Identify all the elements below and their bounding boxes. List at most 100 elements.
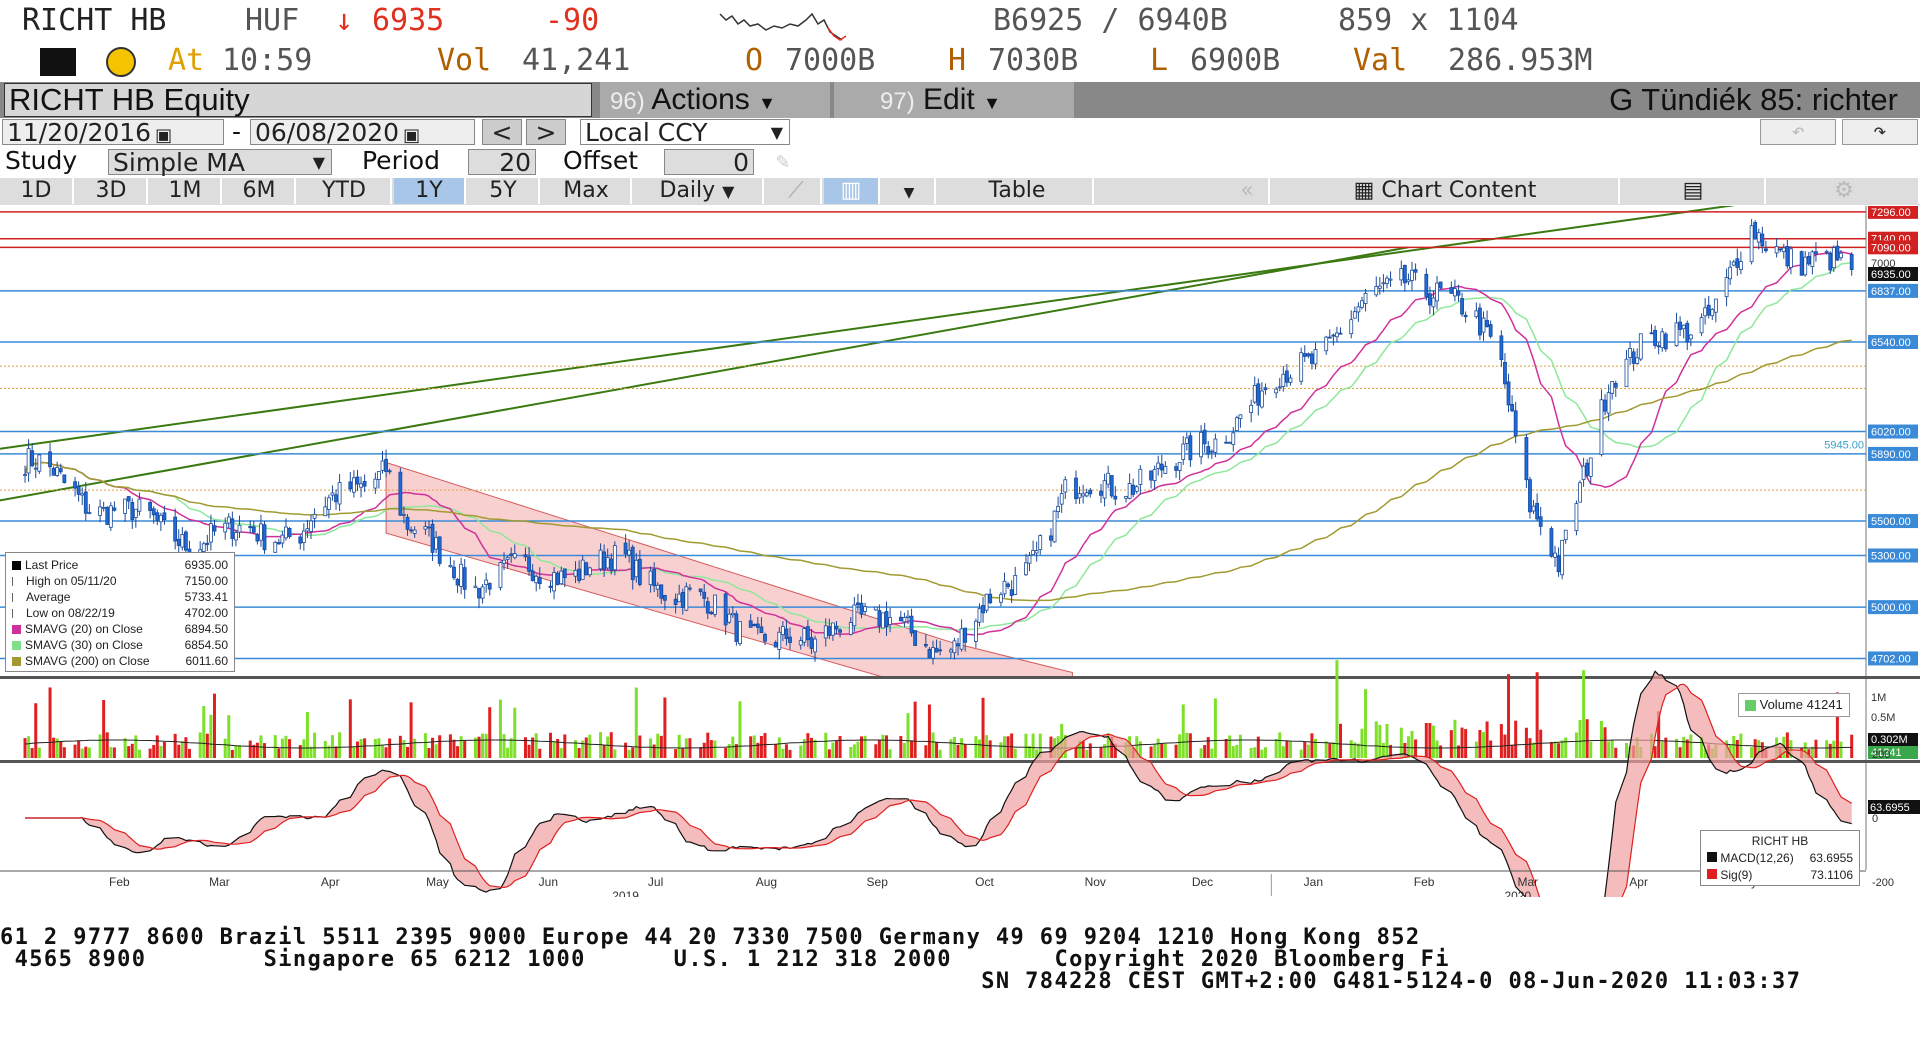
volume-bar: [552, 741, 556, 758]
bar-chart-icon[interactable]: ▥: [824, 178, 880, 204]
candle-body: [1149, 470, 1153, 481]
candle-body: [1731, 261, 1736, 266]
menu-bar: RICHT HB Equity 96) Actions ▼ 97) Edit ▼…: [0, 82, 1920, 118]
volume-bar: [1657, 711, 1661, 758]
volume-bar: [1031, 733, 1035, 758]
volume-bar: [234, 745, 238, 758]
volume-bar: [935, 742, 939, 758]
range-button-1y[interactable]: 1Y: [394, 178, 466, 204]
candle-body: [380, 460, 385, 471]
range-button-1m[interactable]: 1M: [150, 178, 222, 204]
ticker-symbol[interactable]: RICHT HB: [22, 3, 167, 38]
volume-bar: [659, 735, 663, 758]
chart-content-button[interactable]: ▦ Chart Content: [1272, 178, 1620, 204]
end-date-field[interactable]: 06/08/2020 ▣: [250, 119, 475, 146]
offset-input[interactable]: 0: [664, 149, 754, 176]
candle-body: [1381, 282, 1386, 285]
edit-menu[interactable]: 97) Edit ▼: [834, 82, 1074, 118]
start-date-field[interactable]: 11/20/2016 ▣: [2, 119, 224, 146]
candle-body: [330, 492, 335, 496]
range-button-5y[interactable]: 5Y: [468, 178, 540, 204]
candle-body: [934, 647, 939, 653]
date-dash: -: [232, 117, 242, 146]
calendar-icon[interactable]: ▣: [403, 125, 421, 146]
candle-body: [856, 602, 860, 606]
candle-body: [559, 570, 564, 585]
candle-body: [609, 558, 614, 571]
calendar-icon[interactable]: ▣: [155, 125, 173, 146]
undo-icon[interactable]: ↶: [1760, 119, 1836, 145]
x-axis-month-label: Dec: [1192, 875, 1213, 889]
range-button-6m[interactable]: 6M: [224, 178, 296, 204]
candle-body: [148, 501, 153, 511]
candle-body: [473, 585, 478, 588]
candle-body: [309, 520, 313, 532]
next-period-button[interactable]: >: [526, 119, 566, 146]
x-axis-month-label: Oct: [975, 875, 994, 889]
range-button-ytd[interactable]: YTD: [298, 178, 392, 204]
volume-bar: [409, 702, 413, 758]
annotation-icon[interactable]: ▤: [1622, 178, 1766, 204]
candle-body: [487, 583, 492, 590]
volume-bar: [1814, 739, 1818, 758]
frequency-select[interactable]: Daily ▼: [632, 178, 764, 204]
candle-body: [1163, 466, 1168, 474]
price-chart[interactable]: 7296.007140.007090.0070006935.006837.006…: [0, 206, 1920, 897]
period-input[interactable]: 20: [468, 149, 536, 176]
range-button-3d[interactable]: 3D: [76, 178, 148, 204]
volume-bar: [134, 735, 138, 758]
volume-bar: [177, 744, 181, 758]
volume-bar: [1235, 744, 1239, 758]
candle-body: [852, 604, 857, 627]
line-chart-icon[interactable]: ⟋: [772, 178, 822, 204]
volume-bar: [999, 742, 1003, 758]
legend-value: 6894.50: [184, 622, 228, 636]
candle-body: [1327, 336, 1332, 339]
currency-select[interactable]: Local CCY ▼: [580, 119, 790, 146]
price-label: 5890.00: [1871, 449, 1911, 461]
volume-bar: [563, 734, 567, 758]
actions-menu[interactable]: 96) Actions ▼: [600, 82, 830, 118]
window-title: G Tündiék 85: richter: [1609, 82, 1898, 117]
collapse-icon[interactable]: «: [1226, 178, 1270, 204]
candle-body: [502, 559, 506, 564]
redo-icon[interactable]: ↷: [1842, 119, 1918, 145]
candle-body: [1789, 248, 1793, 268]
chart-type-dropdown[interactable]: ▼: [884, 178, 936, 204]
legend-swatch: [12, 641, 21, 651]
candle-body: [1738, 261, 1743, 270]
macd-legend: RICHT HB MACD(12,26) 63.6955 Sig(9) 73.110…: [1700, 830, 1860, 886]
volume-label-bg: [1868, 733, 1918, 746]
candle-body: [1027, 555, 1032, 564]
range-button-1d[interactable]: 1D: [0, 178, 74, 204]
volume-bar: [1560, 740, 1564, 758]
study-select[interactable]: Simple MA ▼: [108, 149, 332, 176]
gear-icon[interactable]: ⚙: [1770, 178, 1920, 204]
candle-body: [834, 625, 839, 630]
prev-period-button[interactable]: <: [482, 119, 522, 146]
candle-body: [627, 549, 632, 556]
range-button-max[interactable]: Max: [542, 178, 632, 204]
security-field[interactable]: RICHT HB Equity: [4, 83, 592, 117]
volume-bar: [531, 737, 535, 758]
volume-bar: [288, 739, 292, 758]
candle-body: [587, 567, 592, 576]
volume-bar: [373, 738, 377, 758]
candle-body: [1406, 279, 1411, 283]
bloomberg-logo-icon: [40, 48, 76, 76]
volume-bar: [1528, 738, 1532, 758]
candle-body: [1824, 250, 1829, 253]
candle-body: [1624, 358, 1629, 388]
volume-bar: [1510, 744, 1514, 758]
gauge-icon[interactable]: [106, 47, 136, 77]
volume-bar: [498, 699, 502, 758]
pencil-icon[interactable]: ✎: [776, 149, 790, 174]
candle-body: [1631, 351, 1636, 364]
candle-body: [126, 496, 131, 502]
candle-body: [738, 621, 742, 645]
volume-bar: [1535, 672, 1539, 758]
candle-body: [1152, 469, 1157, 481]
x-axis-month-label: Nov: [1085, 875, 1106, 889]
table-button[interactable]: Table: [942, 178, 1094, 204]
volume-bar: [284, 735, 288, 758]
